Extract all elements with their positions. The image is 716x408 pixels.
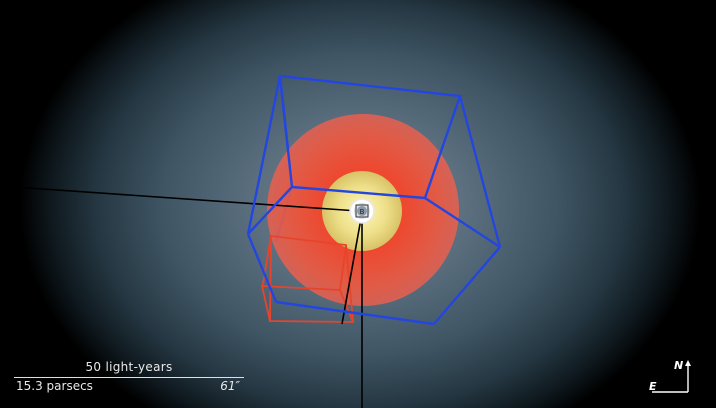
scale-line <box>14 377 244 378</box>
compass-north-label: N <box>674 359 684 372</box>
red-box[interactable] <box>261 234 354 323</box>
scale-arcsec-label: 61″ <box>220 379 240 393</box>
scale-bar: 50 light-years 15.3 parsecs 61″ <box>14 360 244 393</box>
central-star[interactable]: B <box>349 198 375 224</box>
star-marker-label: B <box>360 208 365 216</box>
blue-box-front[interactable] <box>246 74 502 326</box>
compass-east-label: E <box>649 380 657 393</box>
compass: N E <box>646 358 696 398</box>
compass-arrows-icon <box>652 360 691 393</box>
scale-parsecs-label: 15.3 parsecs <box>16 379 93 393</box>
scale-light-years-label: 50 light-years <box>85 360 173 374</box>
pointer-lines <box>0 185 363 408</box>
